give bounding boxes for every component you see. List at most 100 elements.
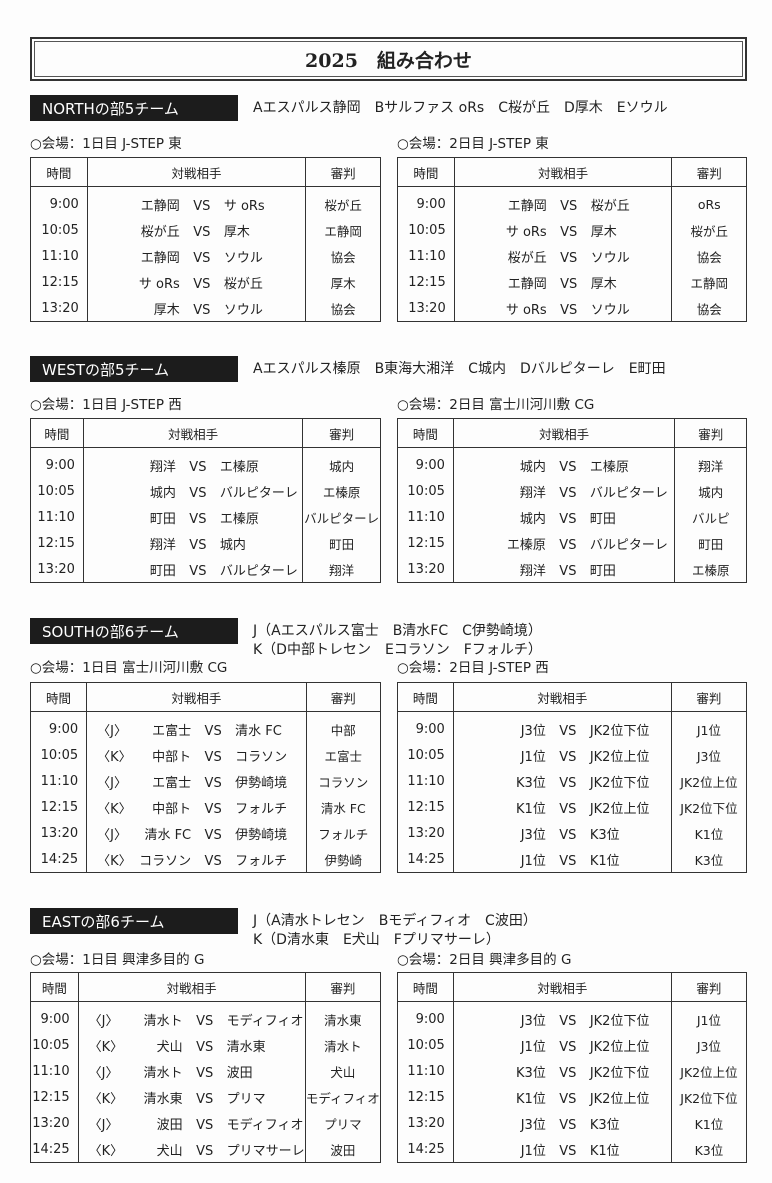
table-row: 11:10 町田 VS エ榛原 バルピターレ (30, 504, 381, 530)
home-team: K1位 (516, 1091, 546, 1107)
away-team: バルピターレ (219, 563, 298, 579)
page-title: 2025 組み合わせ (30, 37, 747, 81)
table-row: 13:20 翔洋 VS 町田 エ榛原 (397, 556, 747, 583)
section-badge: WESTの部5チーム (30, 356, 238, 382)
team-list: J（Aエスパルス富士 B清水FC C伊勢崎境） K（D中部トレセン Eコラソン … (253, 623, 542, 658)
vs-label: VS (204, 723, 222, 739)
vs-label: VS (559, 1065, 577, 1081)
referee: 町田 (302, 530, 381, 556)
home-team: 清水ト (143, 1013, 183, 1029)
away-team: 町田 (589, 511, 616, 527)
match-time: 11:10 (30, 768, 88, 794)
vs-label: VS (196, 1013, 214, 1029)
match-cell: 城内 VS 町田 (453, 504, 676, 530)
table-row: 9:00 エ静岡 VS サ oRs 桜が丘 (30, 186, 381, 217)
match-cell: エ静岡 VS 厚木 (454, 269, 673, 295)
referee: エ静岡 (305, 217, 381, 243)
home-team: 町田 (149, 511, 176, 527)
home-team: 中部ト (152, 749, 192, 765)
away-team: エ榛原 (219, 459, 259, 475)
vs-label: VS (559, 749, 577, 765)
team-list: Aエスパルス静岡 Bサルファス oRs C桜が丘 D厚木 Eソウル (253, 100, 668, 116)
table-row: 10:05 桜が丘 VS 厚木 エ静岡 (30, 217, 381, 243)
header-ref: 審判 (305, 157, 381, 187)
home-team: 清水東 (143, 1091, 183, 1107)
away-team: JK2位下位 (589, 775, 650, 791)
away-team: エ榛原 (219, 511, 259, 527)
match-cell: エ榛原 VS バルピターレ (453, 530, 676, 556)
referee: K3位 (671, 846, 748, 873)
home-team: サ oRs (138, 276, 180, 292)
match-time: 13:20 (397, 1110, 454, 1136)
away-team: JK2位上位 (589, 801, 650, 817)
referee: 町田 (674, 530, 747, 556)
header-time: 時間 (397, 682, 454, 712)
group-label: 〈J〉 (88, 1013, 119, 1029)
section-badge: EASTの部6チーム (30, 908, 238, 934)
table-row: 11:10 〈J〉 エ富士 VS 伊勢崎境 コラソン (30, 768, 382, 794)
schedule-table: 時間 対戦相手 審判 9:00 城内 VS エ榛原 翔洋 10:05 翔洋 VS バルピターレ 城内 11… (397, 418, 747, 583)
match-time: 11:10 (397, 768, 454, 794)
table-row: 13:20 町田 VS バルピターレ 翔洋 (30, 556, 381, 583)
match-time: 13:20 (30, 820, 88, 846)
schedule-table: 時間 対戦相手 審判 9:00 〈J〉 エ富士 VS 清水 FC 中部 10:05 〈K〉 中部ト VS… (30, 682, 382, 873)
vs-label: VS (193, 198, 211, 214)
away-team: 清水東 (226, 1039, 266, 1055)
match-cell: 翔洋 VS 町田 (453, 556, 676, 583)
away-team: バルピターレ (589, 485, 668, 501)
table-row: 9:00 〈J〉 清水ト VS モディフィオ 清水東 (30, 1001, 382, 1032)
table-row: 12:15 エ榛原 VS バルピターレ 町田 (397, 530, 747, 556)
referee: 波田 (305, 1136, 382, 1163)
away-team: ソウル (223, 250, 263, 266)
venue-label: ○会場：1日目 J-STEP 東 (30, 136, 182, 152)
vs-label: VS (204, 749, 222, 765)
vs-label: VS (560, 276, 578, 292)
match-time: 10:05 (30, 1032, 79, 1058)
referee: 清水ト (305, 1032, 382, 1058)
vs-label: VS (560, 250, 578, 266)
vs-label: VS (559, 723, 577, 739)
away-team: 桜が丘 (590, 198, 630, 214)
match-cell: 翔洋 VS エ榛原 (83, 447, 304, 478)
match-time: 14:25 (397, 1136, 454, 1163)
match-cell: K1位 VS JK2位上位 (453, 1084, 672, 1110)
schedule-table: 時間 対戦相手 審判 9:00 エ静岡 VS 桜が丘 oRs 10:05 サ oRs VS 厚木 桜が丘… (397, 157, 747, 322)
away-team: 伊勢崎境 (235, 827, 288, 843)
table-row: 12:15 サ oRs VS 桜が丘 厚木 (30, 269, 381, 295)
table-row: 13:20 厚木 VS ソウル 協会 (30, 295, 381, 322)
home-team: J1位 (520, 749, 546, 765)
match-time: 9:00 (30, 186, 88, 217)
table-row: 11:10 城内 VS 町田 バルピ (397, 504, 747, 530)
table-row: 11:10 エ静岡 VS ソウル 協会 (30, 243, 381, 269)
section-badge: SOUTHの部6チーム (30, 618, 238, 644)
referee: エ静岡 (671, 269, 747, 295)
vs-label: VS (559, 511, 577, 527)
group-label: 〈K〉 (88, 1091, 124, 1107)
home-team: 翔洋 (519, 485, 546, 501)
table-row: 14:25 〈K〉 犬山 VS プリマサーレ 波田 (30, 1136, 382, 1163)
referee: 翔洋 (302, 556, 381, 583)
match-cell: 〈K〉 犬山 VS プリマサーレ (78, 1136, 306, 1163)
home-team: K3位 (516, 1065, 546, 1081)
referee: J3位 (671, 1032, 748, 1058)
vs-label: VS (559, 853, 577, 869)
header-time: 時間 (30, 972, 79, 1002)
match-time: 11:10 (397, 243, 455, 269)
table-row: 13:20 J3位 VS K3位 K1位 (397, 1110, 748, 1136)
match-time: 9:00 (397, 1001, 454, 1032)
away-team: エ榛原 (589, 459, 629, 475)
table-row: 13:20 〈J〉 波田 VS モディフィオ プリマ (30, 1110, 382, 1136)
match-time: 13:20 (397, 556, 454, 583)
match-time: 9:00 (30, 1001, 79, 1032)
home-team: 翔洋 (149, 537, 176, 553)
away-team: JK2位下位 (589, 723, 650, 739)
away-team: K1位 (589, 853, 620, 869)
home-team: エ富士 (152, 723, 192, 739)
referee: 城内 (674, 478, 747, 504)
header-ref: 審判 (674, 418, 747, 448)
venue-label: ○会場：1日目 興津多目的 G (30, 952, 205, 968)
home-team: K3位 (516, 775, 546, 791)
away-team: JK2位上位 (589, 1091, 650, 1107)
away-team: ソウル (590, 302, 630, 318)
table-row: 10:05 〈K〉 犬山 VS 清水東 清水ト (30, 1032, 382, 1058)
